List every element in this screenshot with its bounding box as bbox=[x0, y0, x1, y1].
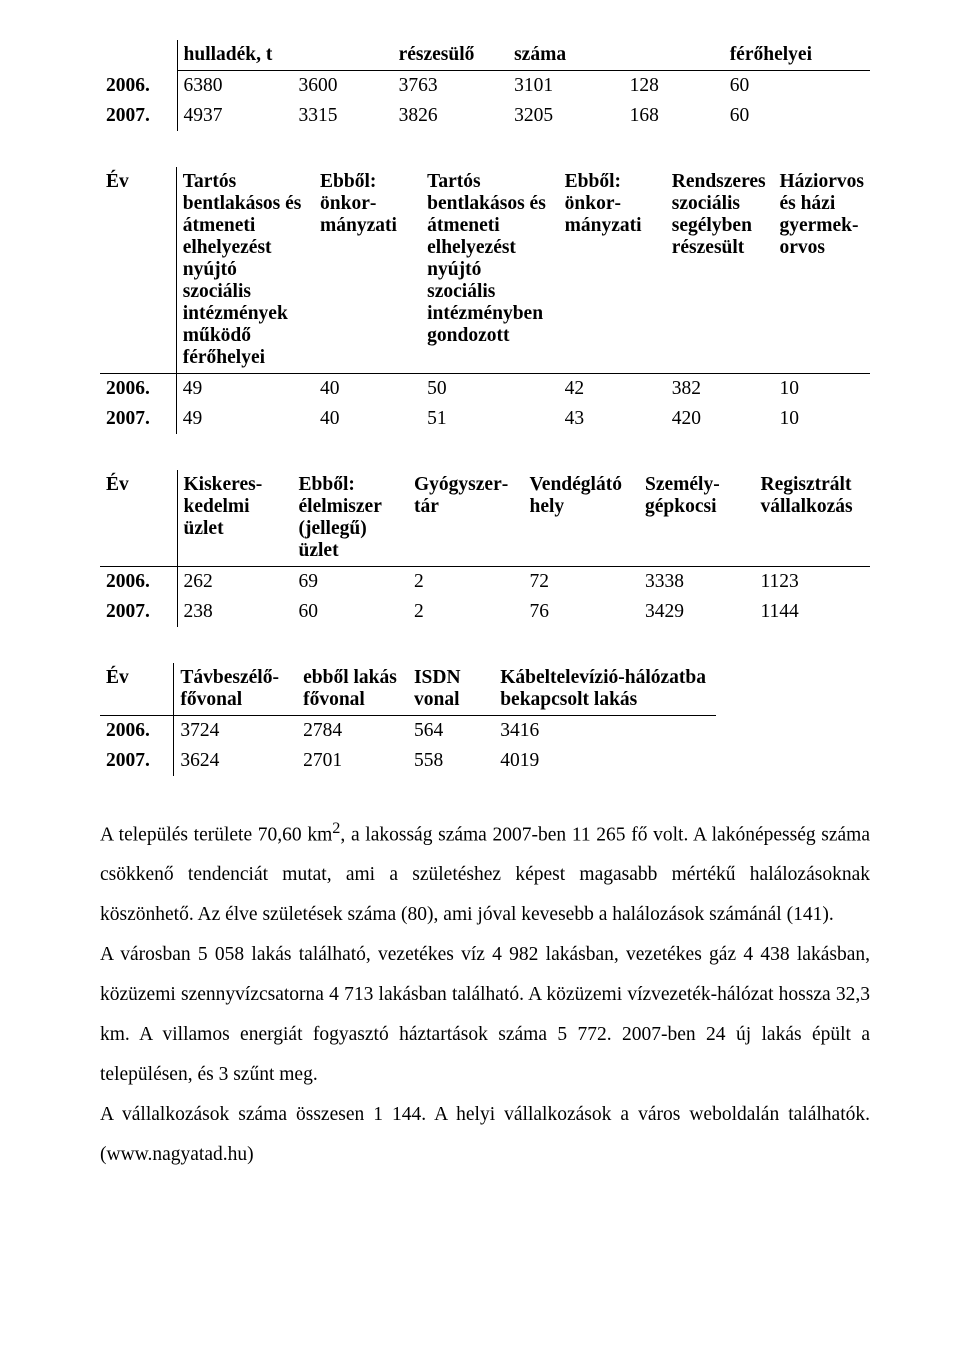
cell: 4937 bbox=[177, 101, 293, 131]
cell: 3600 bbox=[293, 71, 393, 102]
cell: 168 bbox=[624, 101, 724, 131]
cell: 3101 bbox=[508, 71, 624, 102]
table3-hdr: Gyógyszer­tár bbox=[408, 470, 524, 567]
table3-hdr: Regisztrált vállalkozás bbox=[755, 470, 871, 567]
cell: 1123 bbox=[755, 567, 871, 598]
table3-hdr: Személy­gépkocsi bbox=[639, 470, 755, 567]
cell: 69 bbox=[293, 567, 409, 598]
cell: 2 bbox=[408, 597, 524, 627]
table2-hdr: Év bbox=[100, 167, 176, 374]
table-retail: Év Kiskeres­kedelmi üzlet Ebből: élelmis… bbox=[100, 470, 870, 627]
cell: 49 bbox=[176, 374, 314, 405]
cell: 2784 bbox=[297, 716, 408, 747]
cell: 3624 bbox=[174, 746, 297, 776]
cell: 3205 bbox=[508, 101, 624, 131]
cell: 564 bbox=[408, 716, 494, 747]
cell: 4019 bbox=[494, 746, 716, 776]
table3-hdr: Vendéglátó hely bbox=[524, 470, 640, 567]
cell: 10 bbox=[773, 404, 870, 434]
table1-hdr: hulladék, t bbox=[177, 40, 293, 71]
cell: 72 bbox=[524, 567, 640, 598]
cell: 6380 bbox=[177, 71, 293, 102]
table-row-year: 2006. bbox=[100, 374, 176, 405]
table3-hdr: Év bbox=[100, 470, 177, 567]
cell: 50 bbox=[421, 374, 559, 405]
table1-hdr bbox=[293, 40, 393, 71]
cell: 51 bbox=[421, 404, 559, 434]
table-social: Év Tartós bentlakásos és átmeneti elhely… bbox=[100, 167, 870, 434]
cell: 2 bbox=[408, 567, 524, 598]
table2-hdr: Tartós bentlakásos és átmeneti elhelyezé… bbox=[176, 167, 314, 374]
cell: 262 bbox=[177, 567, 293, 598]
table1-hdr: férőhelyei bbox=[724, 40, 870, 71]
table3-hdr: Kiskeres­kedelmi üzlet bbox=[177, 470, 293, 567]
cell: 3429 bbox=[639, 597, 755, 627]
table4-hdr: ebből lakás fővonal bbox=[297, 663, 408, 716]
cell: 40 bbox=[314, 404, 421, 434]
cell: 40 bbox=[314, 374, 421, 405]
cell: 76 bbox=[524, 597, 640, 627]
cell: 42 bbox=[559, 374, 666, 405]
cell: 420 bbox=[666, 404, 774, 434]
cell: 382 bbox=[666, 374, 774, 405]
table4-hdr: Kábeltelevízió-hálózatba bekapcsolt laká… bbox=[494, 663, 716, 716]
table2-hdr: Háziorvos és házi gyermek­orvos bbox=[773, 167, 870, 374]
table2-hdr: Tartós bentlakásos és átmeneti elhelyezé… bbox=[421, 167, 559, 374]
cell: 60 bbox=[724, 71, 870, 102]
table-row-year: 2007. bbox=[100, 597, 177, 627]
p3: A vállalkozások száma összesen 1 144. A … bbox=[100, 1095, 870, 1175]
table-row-year: 2007. bbox=[100, 746, 174, 776]
p2: A városban 5 058 lakás található, vezeté… bbox=[100, 935, 870, 1095]
table-row-year: 2006. bbox=[100, 71, 177, 102]
cell bbox=[100, 40, 177, 71]
cell: 3315 bbox=[293, 101, 393, 131]
cell: 238 bbox=[177, 597, 293, 627]
table2-hdr: Ebből: önkor­mányzati bbox=[314, 167, 421, 374]
cell: 43 bbox=[559, 404, 666, 434]
table3-hdr: Ebből: élelmiszer (jellegű) üzlet bbox=[293, 470, 409, 567]
table-row-year: 2006. bbox=[100, 716, 174, 747]
cell: 10 bbox=[773, 374, 870, 405]
cell: 3724 bbox=[174, 716, 297, 747]
cell: 2701 bbox=[297, 746, 408, 776]
cell: 3416 bbox=[494, 716, 716, 747]
table4-hdr: Év bbox=[100, 663, 174, 716]
cell: 3763 bbox=[393, 71, 509, 102]
cell: 49 bbox=[176, 404, 314, 434]
cell: 1144 bbox=[755, 597, 871, 627]
table-row-year: 2006. bbox=[100, 567, 177, 598]
cell: 60 bbox=[293, 597, 409, 627]
cell: 558 bbox=[408, 746, 494, 776]
cell: 3826 bbox=[393, 101, 509, 131]
table-row-year: 2007. bbox=[100, 101, 177, 131]
cell: 3338 bbox=[639, 567, 755, 598]
table-telecom: Év Távbeszélő­fővonal ebből lakás fővona… bbox=[100, 663, 716, 776]
table1-hdr: száma bbox=[508, 40, 624, 71]
p1a: A település területe 70,60 km bbox=[100, 825, 332, 846]
table4-hdr: ISDN vonal bbox=[408, 663, 494, 716]
cell: 60 bbox=[724, 101, 870, 131]
table1-hdr bbox=[624, 40, 724, 71]
table-waste: hulladék, t részesülő száma férőhelyei 2… bbox=[100, 40, 870, 131]
table-row-year: 2007. bbox=[100, 404, 176, 434]
cell: 128 bbox=[624, 71, 724, 102]
body-text: A település területe 70,60 km2, a lakoss… bbox=[100, 812, 870, 1175]
table2-hdr: Ebből: önkor­mányzati bbox=[559, 167, 666, 374]
table1-hdr: részesülő bbox=[393, 40, 509, 71]
table4-hdr: Távbeszélő­fővonal bbox=[174, 663, 297, 716]
table2-hdr: Rendszeres szociális segélyben részesült bbox=[666, 167, 774, 374]
